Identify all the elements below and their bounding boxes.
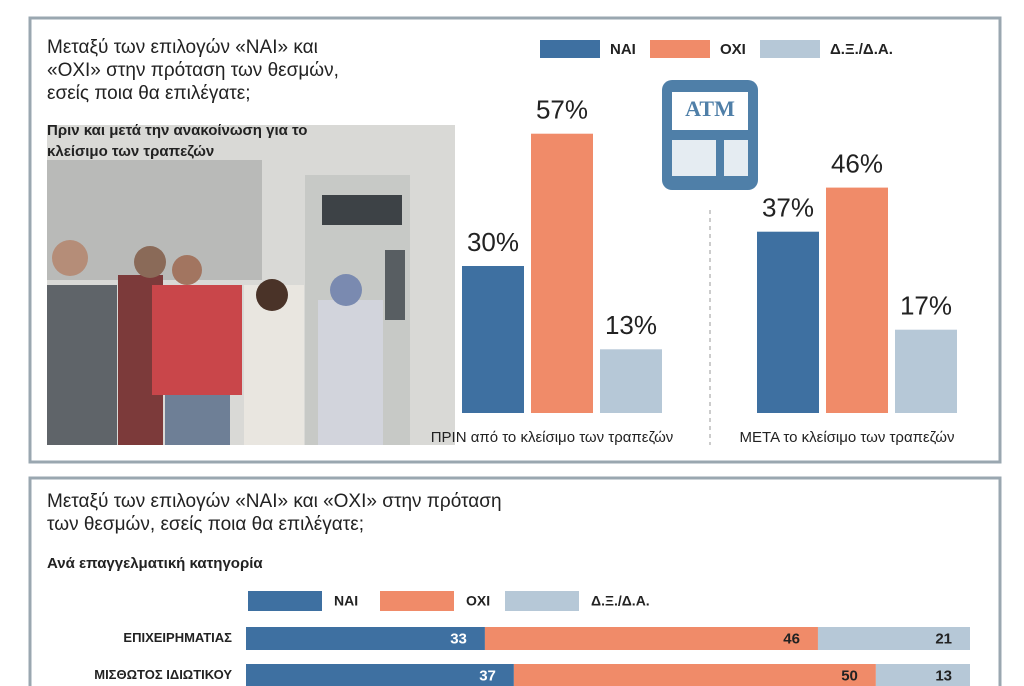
- chart-subtitle: Πριν και μετά την ανακοίνωση για το κλεί…: [47, 122, 308, 160]
- y-tick-label: ΜΙΣΘΩΤΟΣ ΙΔΙΩΤΙΚΟΥ: [94, 667, 232, 682]
- photo: [47, 125, 455, 445]
- atm-icon: [662, 80, 758, 190]
- legend-swatch: [760, 40, 820, 58]
- value-label: 33: [450, 630, 467, 647]
- x-tick-label: ΜΕΤΑ το κλείσιμο των τραπεζών: [740, 429, 955, 446]
- panel: [28, 16, 1002, 464]
- legend-label: ΝΑΙ: [610, 41, 636, 58]
- legend-label: Δ.Ξ./Δ.Α.: [830, 41, 893, 58]
- chart-title: Μεταξύ των επιλογών «ΝΑΙ» και «ΟΧΙ» στην…: [47, 491, 502, 535]
- bar-segment: [246, 664, 514, 686]
- value-label: 13%: [605, 310, 657, 340]
- value-label: 46: [783, 630, 800, 647]
- value-label: 46%: [831, 148, 883, 178]
- legend-swatch: [248, 591, 322, 611]
- icon-label: ATM: [685, 96, 735, 121]
- legend-swatch: [380, 591, 454, 611]
- legend-swatch: [505, 591, 579, 611]
- x-tick-label: ΠΡΙΝ από το κλείσιμο των τραπεζών: [431, 429, 674, 446]
- legend-label: ΟΧΙ: [466, 593, 490, 609]
- panel: [28, 476, 1002, 686]
- bar-segment: [484, 627, 818, 650]
- bar-segment: [817, 627, 970, 650]
- legend-swatch: [540, 40, 600, 58]
- bar: [895, 329, 957, 413]
- value-label: 21: [935, 630, 952, 647]
- value-label: 37%: [762, 193, 814, 223]
- legend-label: Δ.Ξ./Δ.Α.: [591, 593, 650, 609]
- value-label: 30%: [467, 227, 519, 257]
- bar-segment: [875, 664, 970, 686]
- bar: [531, 133, 593, 413]
- chart-subtitle: Ανά επαγγελματική κατηγορία: [47, 555, 263, 572]
- chart-title: Μεταξύ των επιλογών «ΝΑΙ» και «ΟΧΙ» στην…: [47, 37, 339, 104]
- value-label: 57%: [536, 95, 588, 125]
- bar: [600, 349, 662, 413]
- bar: [462, 266, 524, 413]
- legend-swatch: [650, 40, 710, 58]
- value-label: 17%: [900, 291, 952, 321]
- value-label: 50: [841, 667, 858, 684]
- y-tick-label: ΕΠΙΧΕΙΡΗΜΑΤΙΑΣ: [123, 630, 232, 645]
- value-label: 13: [935, 667, 952, 684]
- bar: [826, 187, 888, 413]
- legend-label: ΝΑΙ: [334, 593, 358, 609]
- legend-label: ΟΧΙ: [720, 41, 746, 58]
- bar: [757, 231, 819, 413]
- bar-segment: [246, 627, 485, 650]
- value-label: 37: [479, 667, 496, 684]
- bar-segment: [513, 664, 876, 686]
